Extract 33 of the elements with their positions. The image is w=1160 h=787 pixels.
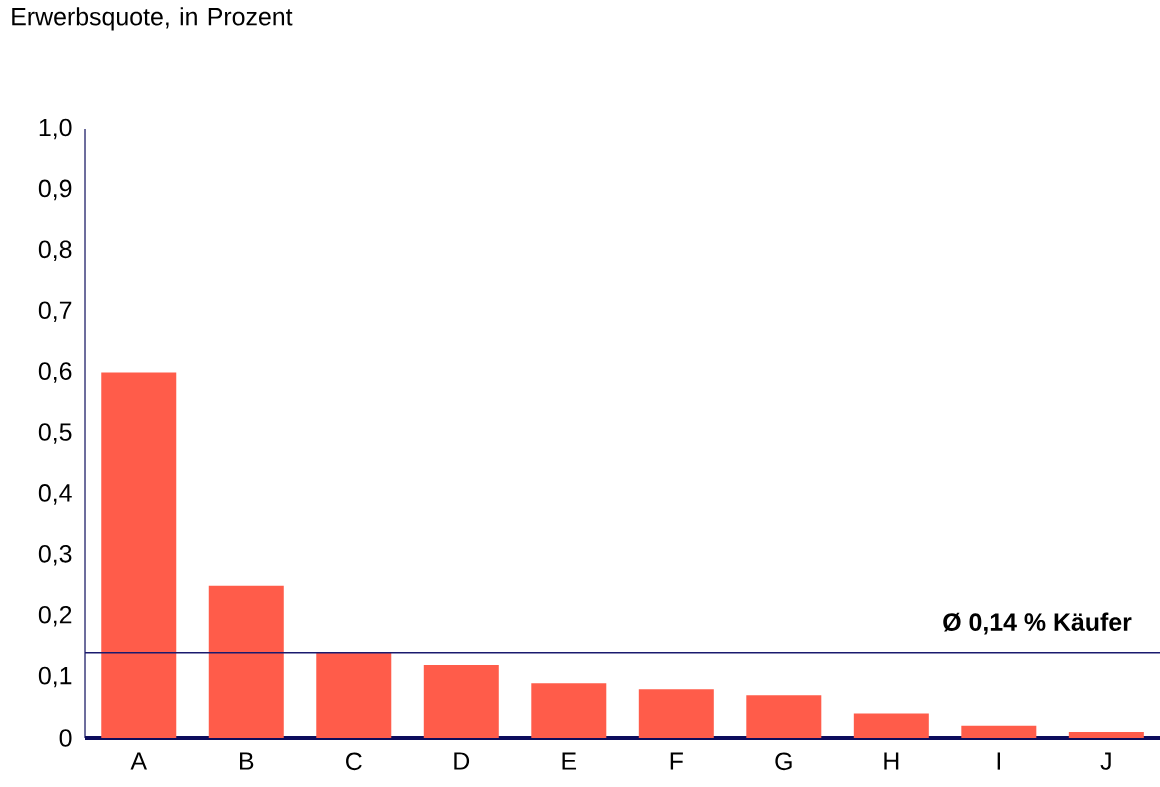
x-tick-label: F [670,752,683,770]
ref-line-label: Ø 0,14 % Käufer [943,612,1132,635]
x-tick-label: A [130,752,148,770]
y-tick-label: 0,6 [38,362,72,383]
bar [638,689,714,738]
y-tick-label: 0,1 [38,666,72,688]
bar [531,683,607,738]
y-tick-label: 0 [59,729,72,747]
bar [746,695,822,738]
y-tick-label: 0,7 [38,301,72,322]
y-tick-label: 0,3 [38,545,72,566]
bar [853,713,929,738]
bar [208,585,284,738]
x-tick-label: D [454,752,470,770]
y-tick-label: 0,2 [38,605,72,627]
x-tick-label: J [1100,752,1111,770]
y-axis-title: Erwerbsquote, in Prozent [12,7,293,31]
x-tick-label: B [240,752,254,770]
bar [423,664,499,738]
bar [101,372,177,738]
x-tick-label: C [346,752,362,771]
y-tick-label: 0,8 [38,240,72,262]
bar [316,652,392,738]
y-tick-label: 0,9 [38,179,72,201]
bar [961,725,1037,738]
bar [1068,731,1144,738]
x-tick-label: G [775,752,792,771]
x-tick-label: E [562,752,577,770]
x-tick-label: H [884,752,899,770]
y-tick-label: 1,0 [39,118,72,140]
x-tick-label: I [997,752,1000,770]
y-tick-label: 0,5 [38,423,72,444]
y-tick-label: 0,4 [38,484,72,505]
